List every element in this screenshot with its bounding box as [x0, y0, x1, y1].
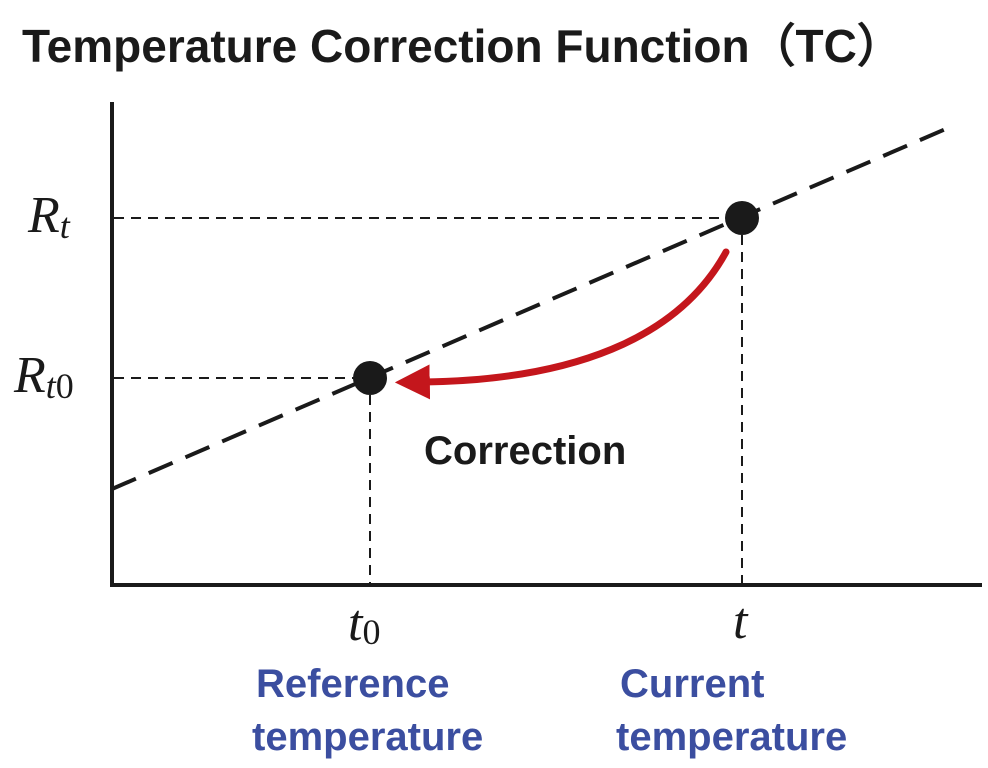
t-label: t	[733, 593, 749, 650]
reference-temperature-caption-line2: temperature	[252, 715, 483, 759]
correction-arrow	[394, 248, 730, 400]
diagram-title: Temperature Correction Function（TC）	[22, 20, 903, 72]
current-point	[725, 201, 759, 235]
t0-label: t0	[348, 595, 380, 652]
current-temperature-caption-line2: temperature	[616, 715, 847, 759]
resistance-temperature-line	[111, 126, 949, 491]
reference-temperature-caption: Reference	[256, 662, 449, 706]
rt0-label: Rt0	[13, 347, 74, 406]
correction-label: Correction	[424, 429, 626, 473]
rt-label: Rt	[27, 187, 71, 246]
reference-point	[353, 361, 387, 395]
current-temperature-caption: Current	[620, 662, 764, 706]
